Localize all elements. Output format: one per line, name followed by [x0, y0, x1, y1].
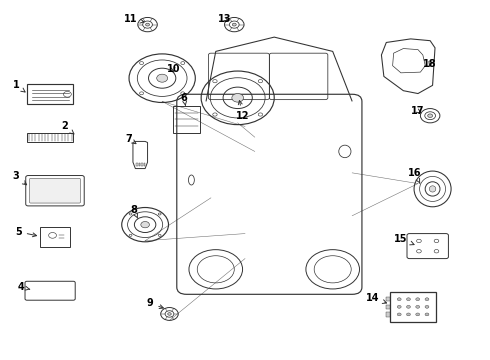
Circle shape: [425, 305, 429, 308]
Text: 9: 9: [147, 298, 163, 309]
Text: 15: 15: [394, 234, 414, 245]
Circle shape: [168, 313, 171, 315]
Text: 3: 3: [13, 171, 26, 185]
Text: 7: 7: [125, 134, 136, 144]
Text: 8: 8: [130, 205, 138, 218]
Bar: [139, 163, 140, 166]
Bar: [386, 312, 390, 316]
Circle shape: [428, 114, 433, 117]
Bar: [386, 305, 390, 309]
Text: 5: 5: [15, 227, 37, 237]
Circle shape: [416, 298, 419, 301]
Bar: [136, 163, 138, 166]
Circle shape: [416, 313, 419, 316]
Text: 2: 2: [61, 121, 74, 134]
Circle shape: [146, 23, 149, 26]
Circle shape: [416, 305, 419, 308]
Text: 12: 12: [236, 100, 249, 121]
Text: 18: 18: [423, 59, 437, 69]
Text: 13: 13: [218, 14, 231, 24]
Text: 4: 4: [18, 282, 30, 292]
Circle shape: [141, 221, 149, 228]
Circle shape: [397, 298, 401, 301]
Ellipse shape: [429, 186, 436, 192]
Circle shape: [397, 313, 401, 316]
Circle shape: [407, 313, 411, 316]
Text: 6: 6: [181, 93, 188, 106]
Bar: [173, 106, 200, 133]
Text: 11: 11: [124, 14, 144, 24]
Bar: [144, 163, 145, 166]
Bar: [40, 227, 70, 247]
Circle shape: [232, 23, 236, 26]
Text: 16: 16: [408, 168, 421, 183]
Circle shape: [157, 74, 168, 82]
Circle shape: [425, 298, 429, 301]
Circle shape: [232, 94, 244, 102]
Circle shape: [425, 313, 429, 316]
Text: 1: 1: [13, 80, 25, 92]
Text: 17: 17: [411, 106, 425, 116]
Text: 14: 14: [366, 293, 387, 303]
Circle shape: [407, 305, 411, 308]
FancyBboxPatch shape: [30, 179, 80, 203]
Text: 10: 10: [167, 64, 180, 74]
Bar: [390, 292, 436, 322]
Bar: [386, 297, 390, 301]
Circle shape: [397, 305, 401, 308]
Bar: [141, 163, 143, 166]
Bar: [27, 133, 73, 141]
Circle shape: [407, 298, 411, 301]
